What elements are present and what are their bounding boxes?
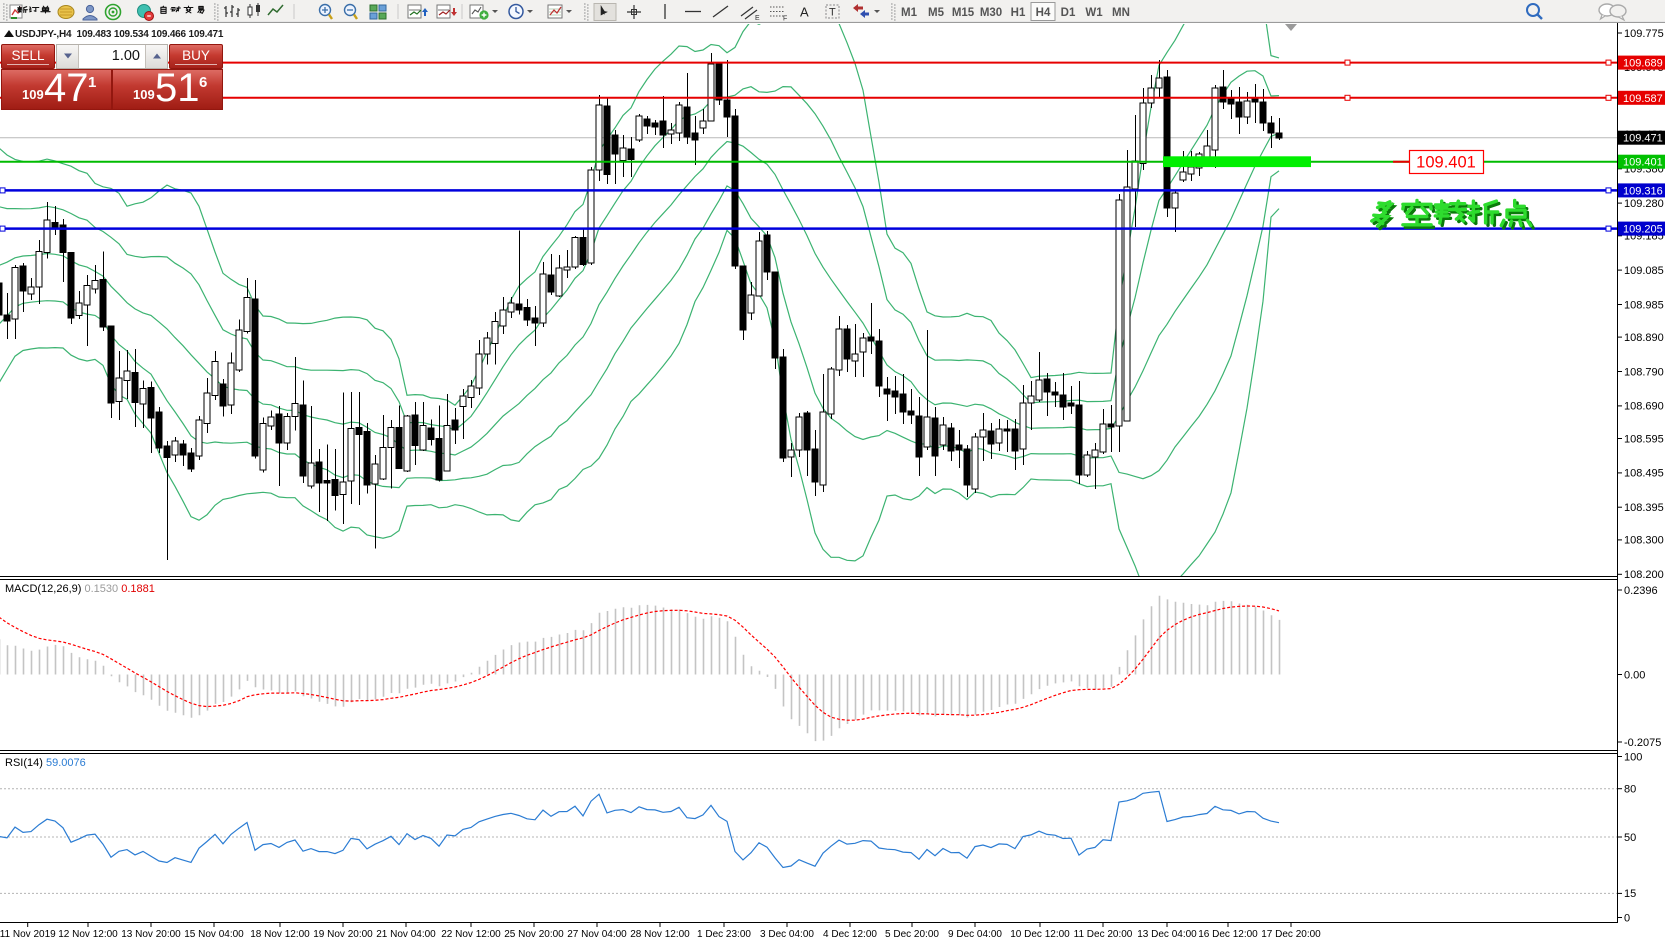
svg-text:108.985: 108.985 [1624,299,1664,311]
svg-text:RSI(14) 59.0076: RSI(14) 59.0076 [5,757,86,769]
svg-text:16 Dec 12:00: 16 Dec 12:00 [1198,929,1258,940]
svg-text:22 Nov 12:00: 22 Nov 12:00 [441,929,501,940]
svg-text:15: 15 [1624,888,1636,900]
svg-text:T: T [829,7,836,19]
svg-text:-0.2075: -0.2075 [1624,737,1661,749]
svg-text:1 Dec 23:00: 1 Dec 23:00 [697,929,751,940]
svg-text:MACD(12,26,9) 0.1530 0.1881: MACD(12,26,9) 0.1530 0.1881 [5,583,155,595]
svg-text:109.775: 109.775 [1624,28,1664,40]
svg-text:9 Dec 04:00: 9 Dec 04:00 [948,929,1002,940]
svg-text:27 Nov 04:00: 27 Nov 04:00 [567,929,627,940]
svg-text:H1: H1 [1011,7,1026,19]
svg-text:17 Dec 20:00: 17 Dec 20:00 [1261,929,1321,940]
svg-text:80: 80 [1624,784,1636,796]
svg-text:109.085: 109.085 [1624,265,1664,277]
svg-text:109.471: 109.471 [1623,133,1663,145]
svg-text:M5: M5 [928,7,945,19]
svg-text:M1: M1 [901,7,918,19]
svg-text:0: 0 [1624,912,1630,924]
svg-text:4 Dec 12:00: 4 Dec 12:00 [823,929,877,940]
svg-text:109.205: 109.205 [1623,224,1663,236]
svg-text:F: F [783,16,787,23]
svg-text:H4: H4 [1036,7,1051,19]
svg-text:108.890: 108.890 [1624,332,1664,344]
svg-text:A: A [800,5,809,20]
svg-text:108.495: 108.495 [1624,468,1664,480]
svg-text:MN: MN [1112,7,1130,19]
svg-text:15 Nov 04:00: 15 Nov 04:00 [184,929,244,940]
svg-text:50: 50 [1624,832,1636,844]
svg-text:M30: M30 [980,7,1002,19]
svg-text:5 Dec 20:00: 5 Dec 20:00 [885,929,939,940]
svg-text:21 Nov 04:00: 21 Nov 04:00 [376,929,436,940]
svg-text:109.316: 109.316 [1623,185,1663,197]
svg-text:0.00: 0.00 [1624,669,1645,681]
svg-text:108.300: 108.300 [1624,535,1664,547]
svg-text:W1: W1 [1085,7,1103,19]
svg-text:E: E [755,15,760,22]
svg-text:109.280: 109.280 [1624,198,1664,210]
svg-text:0.2396: 0.2396 [1624,585,1658,597]
svg-text:13 Nov 20:00: 13 Nov 20:00 [121,929,181,940]
svg-text:12 Nov 12:00: 12 Nov 12:00 [58,929,118,940]
svg-text:D1: D1 [1061,7,1076,19]
svg-text:108.200: 108.200 [1624,569,1664,581]
svg-text:11 Nov 2019: 11 Nov 2019 [0,929,56,940]
svg-text:108.395: 108.395 [1624,502,1664,514]
svg-text:108.690: 108.690 [1624,401,1664,413]
svg-text:19 Nov 20:00: 19 Nov 20:00 [313,929,373,940]
svg-text:3 Dec 04:00: 3 Dec 04:00 [760,929,814,940]
svg-text:28 Nov 12:00: 28 Nov 12:00 [630,929,690,940]
svg-text:108.595: 108.595 [1624,433,1664,445]
svg-text:10 Dec 12:00: 10 Dec 12:00 [1010,929,1070,940]
svg-text:109.587: 109.587 [1623,93,1663,105]
svg-text:M15: M15 [952,7,975,19]
svg-text:100: 100 [1624,751,1642,763]
svg-text:109.689: 109.689 [1623,58,1663,70]
svg-text:13 Dec 04:00: 13 Dec 04:00 [1137,929,1197,940]
svg-text:25 Nov 20:00: 25 Nov 20:00 [504,929,564,940]
svg-text:109.401: 109.401 [1416,154,1476,172]
svg-text:11 Dec 20:00: 11 Dec 20:00 [1074,929,1133,940]
svg-text:18 Nov 12:00: 18 Nov 12:00 [250,929,310,940]
svg-text:108.790: 108.790 [1624,366,1664,378]
svg-text:109.401: 109.401 [1623,157,1663,169]
